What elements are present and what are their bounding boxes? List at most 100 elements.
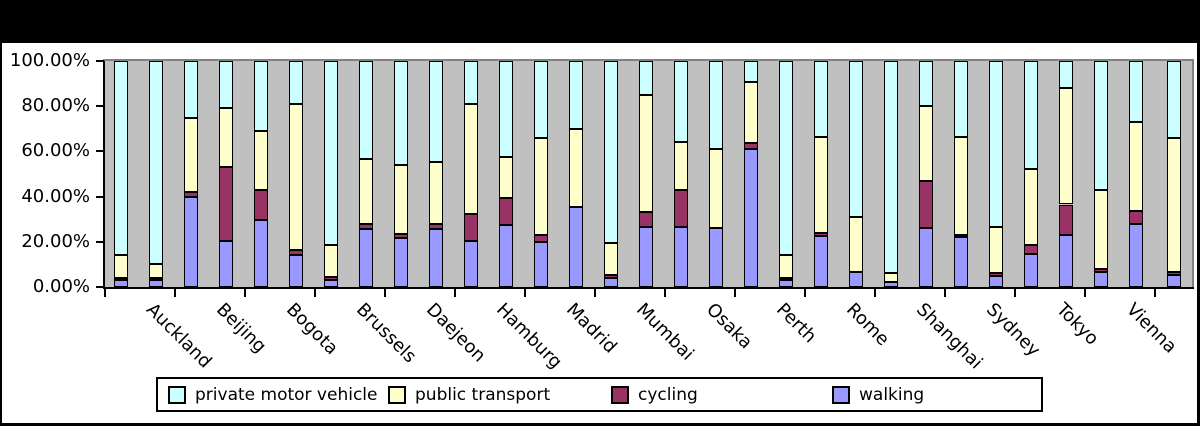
private-motor-vehicle-swatch-icon (168, 385, 186, 404)
legend: private motor vehicle public transport cyc… (156, 377, 1043, 412)
y-axis-tick-label: 40.00% (21, 185, 90, 207)
walking-segment (1094, 272, 1108, 287)
private-motor-vehicle-segment (849, 61, 863, 217)
walking-segment (184, 196, 198, 287)
private-motor-vehicle-segment (604, 61, 618, 243)
y-axis-tick (96, 150, 104, 153)
public-transport-segment (1094, 189, 1108, 269)
y-axis-tick (96, 105, 104, 108)
walking-segment (149, 280, 163, 287)
walking-segment (604, 277, 618, 287)
x-axis-tick (874, 289, 876, 297)
x-axis-tick (174, 289, 176, 297)
walking-segment (499, 224, 513, 287)
cycling-segment (639, 212, 653, 228)
private-motor-vehicle-segment (149, 61, 163, 265)
walking-segment (324, 280, 338, 287)
walking-segment (884, 282, 898, 287)
cycling-segment (499, 197, 513, 225)
x-axis-tick (944, 289, 946, 297)
x-axis-tick (804, 289, 806, 297)
public-transport-segment (149, 264, 163, 278)
y-axis-tick (96, 195, 104, 198)
legend-entry-private-motor-vehicle: private motor vehicle (168, 379, 377, 410)
public-transport-segment (919, 106, 933, 181)
public-transport-segment (674, 142, 688, 190)
private-motor-vehicle-segment (779, 61, 793, 256)
cycling-segment (744, 143, 758, 150)
x-axis-tick (1014, 289, 1016, 297)
walking-segment (849, 272, 863, 287)
walking-segment (989, 275, 1003, 287)
walking-segment (639, 227, 653, 287)
public-transport-segment (604, 242, 618, 275)
private-motor-vehicle-segment (814, 61, 828, 137)
y-axis-tick-label: 20.00% (21, 230, 90, 252)
x-axis-tick (734, 289, 736, 297)
cycling-segment (324, 276, 338, 281)
public-transport-segment (849, 216, 863, 273)
cycling-swatch-icon (611, 385, 629, 404)
y-axis-tick (96, 240, 104, 243)
walking-segment (254, 220, 268, 287)
x-axis-tick (244, 289, 246, 297)
private-motor-vehicle-segment (989, 61, 1003, 228)
public-transport-swatch-icon (388, 385, 406, 404)
cycling-segment (989, 273, 1003, 276)
walking-segment (464, 240, 478, 287)
walking-segment (1024, 254, 1038, 287)
walking-segment (709, 228, 723, 287)
public-transport-segment (534, 137, 548, 235)
private-motor-vehicle-segment (744, 61, 758, 83)
public-transport-segment (464, 103, 478, 214)
walking-segment (114, 280, 128, 287)
legend-entry-walking: walking (832, 379, 924, 410)
cycling-segment (149, 277, 163, 281)
public-transport-segment (989, 227, 1003, 274)
walking-segment (744, 149, 758, 287)
walking-segment (429, 229, 443, 287)
private-motor-vehicle-segment (674, 61, 688, 143)
private-motor-vehicle-segment (1129, 61, 1143, 123)
plot-border-right (1192, 59, 1194, 287)
private-motor-vehicle-segment (359, 61, 373, 160)
public-transport-segment (499, 157, 513, 198)
public-transport-segment (289, 103, 303, 250)
cycling-segment (1059, 204, 1073, 235)
y-axis-tick-label: 100.00% (9, 50, 90, 71)
cycling-segment (779, 277, 793, 281)
private-motor-vehicle-segment (919, 61, 933, 107)
walking-segment (779, 280, 793, 287)
private-motor-vehicle-segment (534, 61, 548, 138)
cycling-segment (604, 274, 618, 278)
public-transport-segment (114, 255, 128, 278)
walking-segment (954, 237, 968, 287)
public-transport-segment (219, 108, 233, 168)
legend-label: cycling (638, 384, 698, 405)
y-axis-tick (96, 60, 104, 62)
plot-border-top (103, 59, 1192, 61)
x-axis-tick (104, 289, 106, 297)
walking-segment (289, 255, 303, 287)
legend-entry-public-transport: public transport (388, 379, 550, 410)
cycling-segment (359, 223, 373, 230)
private-motor-vehicle-segment (1167, 61, 1181, 138)
x-axis-tick (1084, 289, 1086, 297)
private-motor-vehicle-segment (114, 61, 128, 256)
x-axis-tick (454, 289, 456, 297)
walking-segment (359, 229, 373, 287)
walking-segment (1167, 274, 1181, 287)
private-motor-vehicle-segment (464, 61, 478, 104)
private-motor-vehicle-segment (884, 61, 898, 274)
public-transport-segment (814, 136, 828, 233)
private-motor-vehicle-segment (184, 61, 198, 118)
cycling-segment (289, 249, 303, 256)
y-axis-line (103, 61, 105, 289)
x-axis-tick (594, 289, 596, 297)
public-transport-segment (1024, 169, 1038, 246)
private-motor-vehicle-segment (254, 61, 268, 132)
walking-segment (1129, 223, 1143, 287)
cycling-segment (429, 223, 443, 230)
private-motor-vehicle-segment (709, 61, 723, 150)
walking-segment (569, 206, 583, 287)
